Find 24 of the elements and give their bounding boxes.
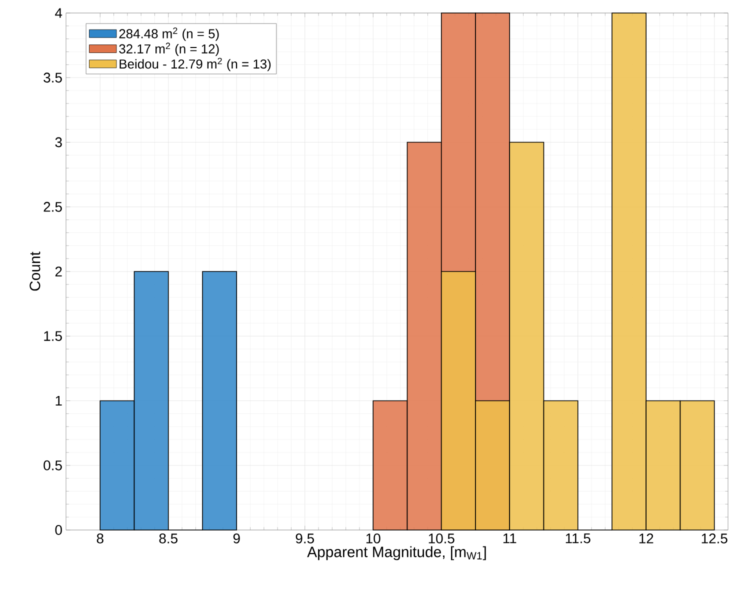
y-tick-label: 0.5 (44, 460, 62, 470)
y-tick-label: 4 (55, 8, 62, 18)
legend-label: 284.48 m$^{2}$ (n = 5) (119, 28, 219, 41)
y-tick-label: 1.5 (44, 331, 62, 341)
x-tick-label: 8 (96, 534, 104, 544)
x-tick-label: 10 (366, 534, 380, 544)
x-tick-label: 9 (233, 534, 240, 544)
y-axis-title: Count (30, 252, 40, 291)
y-tick-label: 1 (56, 396, 62, 406)
y-tick-label: 2 (55, 266, 62, 276)
x-tick-label: 9.5 (296, 534, 314, 544)
x-tick-label: 12 (639, 534, 654, 544)
legend-label: Beidou - 12.79 m$^{2}$ (n = 13) (120, 58, 271, 72)
x-tick-label: 11 (503, 534, 516, 544)
y-tick-label: 3.5 (44, 72, 62, 83)
x-tick-label: 11.5 (566, 534, 590, 544)
y-tick-label: 3 (55, 137, 62, 148)
x-axis-title: Apparent Magnitude, [m$_{W1}$] (307, 546, 486, 560)
y-tick-label: 0 (55, 525, 62, 535)
y-tick-label: 2.5 (44, 202, 62, 212)
x-tick-label: 10.5 (428, 534, 454, 544)
x-tick-label: 12.5 (702, 534, 728, 544)
legend-label: 32.17 m$^{2}$ (n = 12) (119, 42, 219, 56)
x-tick-label: 8.5 (159, 534, 178, 544)
